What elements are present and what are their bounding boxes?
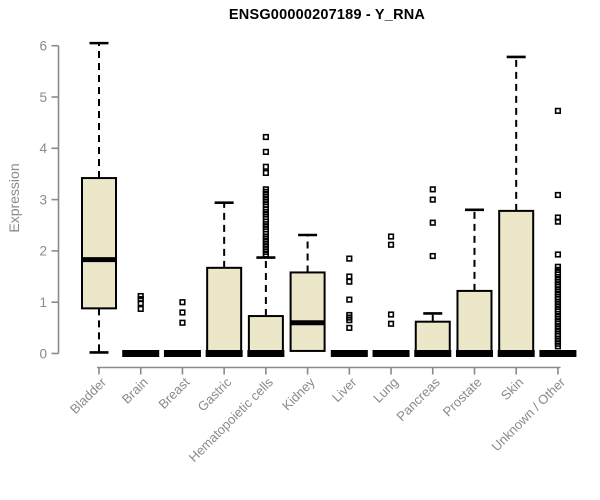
outlier-point <box>387 311 395 318</box>
median-bar-zero <box>122 350 160 357</box>
iqr-box <box>289 271 326 352</box>
outlier-point <box>554 263 562 270</box>
median-bar-zero <box>163 350 201 357</box>
outlier-point <box>346 296 353 303</box>
outlier-point <box>262 163 269 170</box>
outlier-point <box>387 241 395 248</box>
outlier-point <box>346 278 353 285</box>
outlier-point <box>346 273 353 280</box>
outlier-point <box>179 319 186 326</box>
outlier-point <box>179 309 186 316</box>
outlier-point <box>554 107 562 114</box>
y-tick-label: 6 <box>39 39 47 54</box>
outlier-point <box>429 252 436 260</box>
outlier-point <box>429 196 436 203</box>
outlier-point <box>554 214 562 221</box>
x-category-label: Brain <box>119 375 151 407</box>
iqr-box <box>414 320 451 355</box>
outlier-point <box>262 169 269 177</box>
outlier-point <box>346 255 353 262</box>
median-bar-zero <box>497 350 535 357</box>
outlier-point <box>137 292 144 300</box>
outlier-point <box>262 133 269 141</box>
median-bar-zero <box>247 350 285 357</box>
y-tick-label: 2 <box>39 244 47 259</box>
x-category-label: Breast <box>155 374 192 411</box>
y-tick-label: 5 <box>39 90 47 105</box>
outlier-point <box>346 324 353 331</box>
x-category-label: Unknown / Other <box>488 374 568 454</box>
outlier-point <box>429 219 436 226</box>
y-tick-label: 1 <box>39 295 47 310</box>
x-category-label: Skin <box>498 375 526 403</box>
median-bar-zero <box>205 350 243 357</box>
median-bar-zero <box>330 350 368 357</box>
iqr-box <box>498 209 535 355</box>
outlier-point <box>262 186 269 193</box>
chart-title: ENSG00000207189 - Y_RNA <box>228 7 426 23</box>
x-category-label: Kidney <box>279 374 318 413</box>
median-bar-zero <box>414 350 452 357</box>
outlier-point <box>387 233 395 240</box>
iqr-box <box>206 266 243 355</box>
outlier-point <box>137 305 144 312</box>
outlier-point <box>554 191 562 199</box>
median-bar-zero <box>455 350 493 357</box>
x-category-label: Prostate <box>440 375 485 420</box>
iqr-box <box>81 177 117 310</box>
median-bar-zero <box>539 350 577 357</box>
median-bar-zero <box>372 350 410 357</box>
x-category-label: Pancreas <box>393 374 443 424</box>
outlier-point <box>554 251 562 258</box>
x-category-label: Gastric <box>195 374 235 414</box>
y-tick-label: 0 <box>39 346 47 361</box>
outlier-point <box>262 148 269 155</box>
x-category-label: Liver <box>329 374 360 405</box>
x-category-label: Lung <box>370 375 401 406</box>
outlier-point <box>346 311 353 319</box>
outlier-point <box>387 320 395 327</box>
iqr-box <box>456 289 493 355</box>
y-tick-label: 3 <box>39 192 47 207</box>
outlier-point <box>429 186 436 193</box>
outlier-point <box>179 299 186 306</box>
x-category-label: Bladder <box>67 374 110 417</box>
iqr-box <box>247 315 284 355</box>
y-tick-label: 4 <box>39 141 47 156</box>
